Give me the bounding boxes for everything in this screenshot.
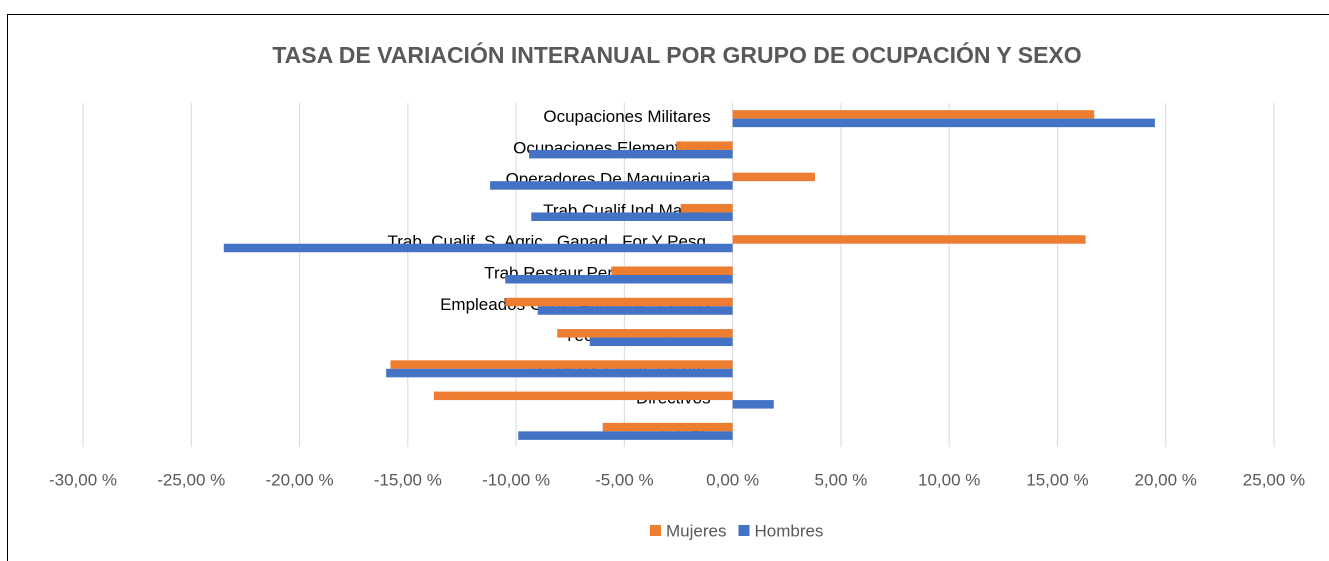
x-tick-label: -25,00 %	[157, 470, 225, 489]
legend-label: Mujeres	[666, 521, 726, 540]
bar	[732, 235, 1086, 244]
bar	[518, 431, 733, 440]
bar	[390, 360, 733, 369]
category-label: Ocupaciones Militares	[543, 107, 710, 126]
bar	[537, 306, 733, 315]
legend-label: Hombres	[754, 521, 823, 540]
chart-frame	[7, 14, 1329, 561]
x-tick-label: -5,00 %	[595, 470, 654, 489]
x-tick-label: 25,00 %	[1243, 470, 1305, 489]
bar	[505, 297, 733, 307]
bar	[589, 337, 733, 347]
legend-swatch	[650, 525, 661, 536]
x-tick-label: 0,00 %	[706, 470, 759, 489]
bar	[611, 266, 733, 275]
x-tick-label: -15,00 %	[374, 470, 442, 489]
bar	[433, 391, 733, 401]
legend-swatch	[738, 525, 750, 536]
bar	[732, 400, 774, 409]
bar	[529, 149, 733, 159]
bar	[680, 203, 733, 213]
x-tick-label: 20,00 %	[1135, 470, 1197, 489]
bar	[531, 212, 733, 221]
x-tick-label: -10,00 %	[482, 470, 550, 489]
bar	[557, 329, 733, 338]
x-tick-label: -20,00 %	[266, 470, 334, 489]
bar	[386, 368, 733, 378]
x-tick-label: -30,00 %	[49, 470, 117, 489]
x-tick-label: 10,00 %	[918, 470, 980, 489]
bar	[223, 243, 733, 253]
bar	[676, 141, 733, 150]
chart-title: TASA DE VARIACIÓN INTERANUAL POR GRUPO D…	[272, 41, 1081, 68]
bar	[732, 172, 815, 182]
x-tick-label: 15,00 %	[1026, 470, 1088, 489]
bar	[732, 110, 1095, 119]
bar	[490, 181, 733, 190]
bar	[505, 275, 733, 284]
x-tick-label: 5,00 %	[814, 470, 867, 489]
bar	[732, 118, 1155, 128]
bar	[602, 422, 733, 432]
